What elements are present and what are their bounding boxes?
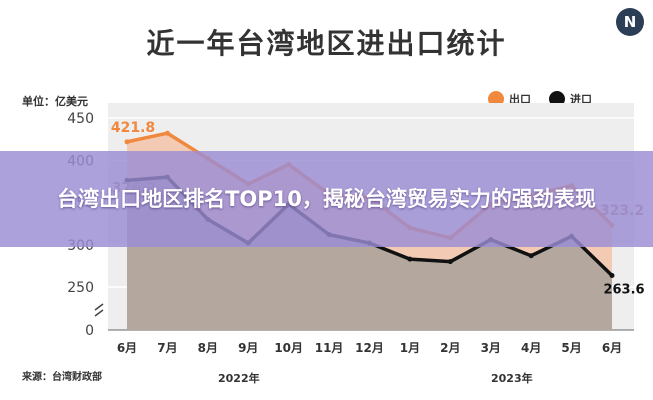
x-tick-label: 4月 [521, 341, 541, 355]
import-point [407, 256, 413, 262]
import-point [447, 259, 453, 265]
source-label: 来源：台湾财政部 [22, 372, 102, 383]
export-data-label: 421.8 [111, 120, 155, 136]
x-tick-label: 11月 [315, 341, 344, 355]
import-data-label: 263.6 [603, 283, 644, 298]
export-point [164, 130, 170, 136]
year-label-2023: 2023年 [491, 372, 533, 385]
x-tick-label: 6月 [602, 341, 622, 355]
x-tick-label: 6月 [117, 341, 137, 355]
x-tick-label: 12月 [355, 341, 384, 355]
axis-break-mark [94, 303, 104, 317]
x-tick-label: 3月 [481, 341, 501, 355]
y-tick-label: 0 [85, 323, 94, 339]
y-tick-label: 250 [67, 280, 94, 296]
headline-banner: 台湾出口地区排名TOP10，揭秘台湾贸易实力的强劲表现 [0, 151, 653, 247]
import-point [609, 273, 615, 279]
brand-logo: N [616, 8, 644, 36]
x-tick-label: 5月 [561, 341, 581, 355]
x-tick-label: 1月 [400, 341, 420, 355]
legend-label-import: 进口 [570, 93, 592, 106]
import-area [127, 177, 612, 330]
x-tick-label: 9月 [238, 341, 258, 355]
x-tick-label: 2月 [440, 341, 460, 355]
x-tick-label: 7月 [157, 341, 177, 355]
x-tick-label: 8月 [198, 341, 218, 355]
legend-label-export: 出口 [509, 93, 531, 106]
year-label-2022: 2022年 [218, 372, 260, 385]
y-tick-label: 450 [67, 111, 94, 127]
unit-label: 单位：亿美元 [22, 95, 88, 108]
import-point [528, 253, 534, 259]
headline-text: 台湾出口地区排名TOP10，揭秘台湾贸易实力的强劲表现 [57, 187, 596, 211]
x-tick-label: 10月 [274, 341, 303, 355]
chart-title: 近一年台湾地区进出口统计 [146, 27, 507, 60]
export-point [124, 139, 130, 145]
